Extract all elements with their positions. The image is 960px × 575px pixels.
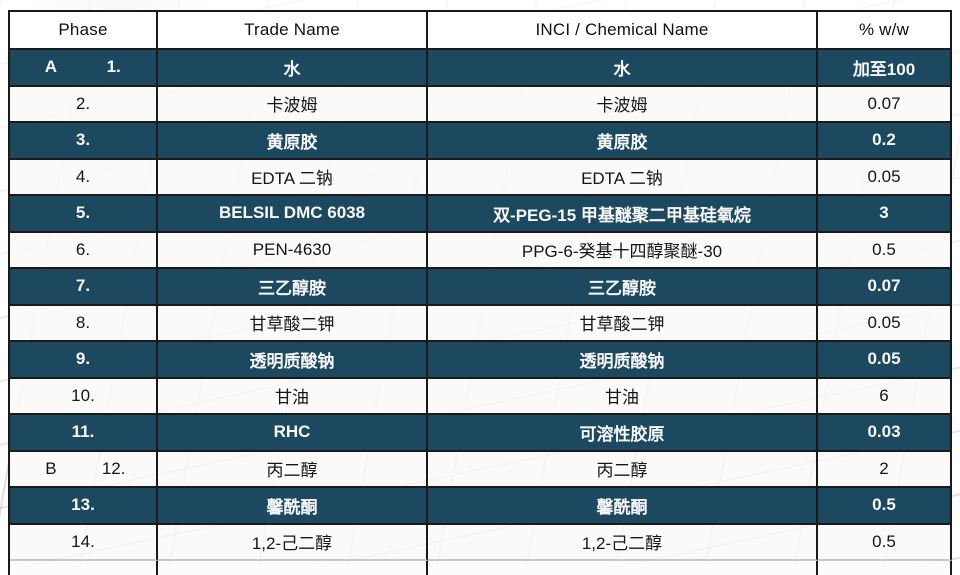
table-row: B 12. 丙二醇 丙二醇 2 [10,451,952,488]
phase-cell: 9. [10,342,158,379]
trade-name-cell: 甘油 [158,378,428,415]
row-number: 8. [75,312,91,332]
row-number: 2. [75,93,91,113]
percent-cell: 0.05 [818,305,952,342]
trade-name-cell: 丙二醇 [158,451,428,488]
row-number: 14. [71,531,95,551]
phase-cell: 11. [10,415,158,452]
table-row: 9. 透明质酸钠 透明质酸钠 0.05 [10,342,952,379]
cutoff-row [10,561,952,575]
inci-name-cell: 三乙醇胺 [428,269,818,306]
trade-name-cell: RHC [158,415,428,452]
phase-cell: 3. [10,123,158,160]
percent-cell: 0.07 [818,269,952,306]
row-number: 4. [75,166,91,186]
row-number: 5. [75,203,91,223]
column-header-percent: % w/w [818,12,952,50]
table-header-row: Phase Trade Name INCI / Chemical Name % … [10,12,952,50]
trade-name-cell: 透明质酸钠 [158,342,428,379]
trade-name-cell: EDTA 二钠 [158,159,428,196]
phase-cell: 13. [10,488,158,525]
percent-cell: 0.07 [818,86,952,123]
cutoff-cell [158,561,428,575]
inci-name-cell: 双-PEG-15 甲基醚聚二甲基硅氧烷 [428,196,818,233]
percent-cell: 0.2 [818,123,952,160]
inci-name-cell: 馨酰酮 [428,488,818,525]
row-number: 9. [75,349,91,369]
table-row: 5. BELSIL DMC 6038 双-PEG-15 甲基醚聚二甲基硅氧烷 3 [10,196,952,233]
table-row: 11. RHC 可溶性胶原 0.03 [10,415,952,452]
column-header-inci: INCI / Chemical Name [428,12,818,50]
phase-cell: A 1. [10,50,158,87]
table-row: A 1. 水 水 加至100 [10,50,952,87]
percent-cell: 0.03 [818,415,952,452]
row-number: 13. [71,495,95,515]
table-row: 14. 1,2-己二醇 1,2-己二醇 0.5 [10,524,952,561]
percent-cell: 2 [818,451,952,488]
cutoff-cell [428,561,818,575]
phase-cell: 5. [10,196,158,233]
row-number: 10. [71,385,95,405]
phase-cell: 2. [10,86,158,123]
trade-name-cell: BELSIL DMC 6038 [158,196,428,233]
phase-cell: 8. [10,305,158,342]
percent-cell: 6 [818,378,952,415]
inci-name-cell: 可溶性胶原 [428,415,818,452]
table-body: A 1. 水 水 加至100 2. 卡波姆 卡波姆 0.07 3. 黄原胶 黄原… [10,50,952,561]
inci-name-cell: 甘油 [428,378,818,415]
phase-cell: 6. [10,232,158,269]
trade-name-cell: 馨酰酮 [158,488,428,525]
table-row: 7. 三乙醇胺 三乙醇胺 0.07 [10,269,952,306]
percent-cell: 0.05 [818,342,952,379]
table-row: 6. PEN-4630 PPG-6-癸基十四醇聚醚-30 0.5 [10,232,952,269]
percent-cell: 0.05 [818,159,952,196]
phase-letter: B [45,458,57,478]
percent-cell: 0.5 [818,232,952,269]
cutoff-cell [10,561,158,575]
column-header-phase: Phase [10,12,158,50]
percent-cell: 加至100 [818,50,952,87]
row-number: 3. [75,130,91,150]
inci-name-cell: EDTA 二钠 [428,159,818,196]
phase-letter: A [44,57,58,77]
formulation-table: Phase Trade Name INCI / Chemical Name % … [8,10,952,575]
trade-name-cell: 黄原胶 [158,123,428,160]
trade-name-cell: 卡波姆 [158,86,428,123]
percent-cell: 0.5 [818,488,952,525]
inci-name-cell: 1,2-己二醇 [428,524,818,561]
table-row: 8. 甘草酸二钾 甘草酸二钾 0.05 [10,305,952,342]
cutoff-cell [818,561,952,575]
percent-cell: 0.5 [818,524,952,561]
inci-name-cell: 黄原胶 [428,123,818,160]
trade-name-cell: 三乙醇胺 [158,269,428,306]
trade-name-cell: 甘草酸二钾 [158,305,428,342]
trade-name-cell: 水 [158,50,428,87]
table-row: 2. 卡波姆 卡波姆 0.07 [10,86,952,123]
row-number: 7. [75,276,91,296]
table-row: 13. 馨酰酮 馨酰酮 0.5 [10,488,952,525]
phase-cell: B 12. [10,451,158,488]
table-row: 10. 甘油 甘油 6 [10,378,952,415]
table-row: 3. 黄原胶 黄原胶 0.2 [10,123,952,160]
inci-name-cell: 卡波姆 [428,86,818,123]
percent-cell: 3 [818,196,952,233]
row-number: 1. [106,57,121,77]
column-header-trade: Trade Name [158,12,428,50]
phase-cell: 7. [10,269,158,306]
inci-name-cell: PPG-6-癸基十四醇聚醚-30 [428,232,818,269]
phase-cell: 4. [10,159,158,196]
table-row: 4. EDTA 二钠 EDTA 二钠 0.05 [10,159,952,196]
inci-name-cell: 甘草酸二钾 [428,305,818,342]
inci-name-cell: 丙二醇 [428,451,818,488]
row-number: 11. [71,422,95,442]
phase-cell: 10. [10,378,158,415]
trade-name-cell: 1,2-己二醇 [158,524,428,561]
inci-name-cell: 透明质酸钠 [428,342,818,379]
inci-name-cell: 水 [428,50,818,87]
row-number: 12. [101,458,126,478]
phase-cell: 14. [10,524,158,561]
row-number: 6. [75,239,91,259]
trade-name-cell: PEN-4630 [158,232,428,269]
